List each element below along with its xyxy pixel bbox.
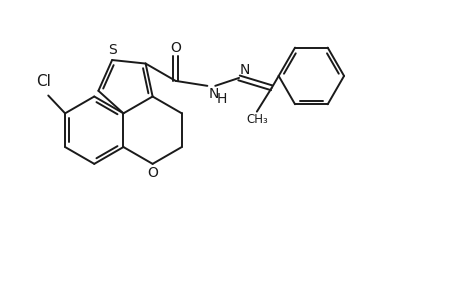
Text: Cl: Cl <box>36 74 50 88</box>
Text: H: H <box>216 92 226 106</box>
Text: S: S <box>107 43 116 57</box>
Text: CH₃: CH₃ <box>246 112 267 126</box>
Text: O: O <box>170 41 181 55</box>
Text: O: O <box>147 166 158 180</box>
Text: N: N <box>208 87 218 101</box>
Text: N: N <box>240 63 250 77</box>
